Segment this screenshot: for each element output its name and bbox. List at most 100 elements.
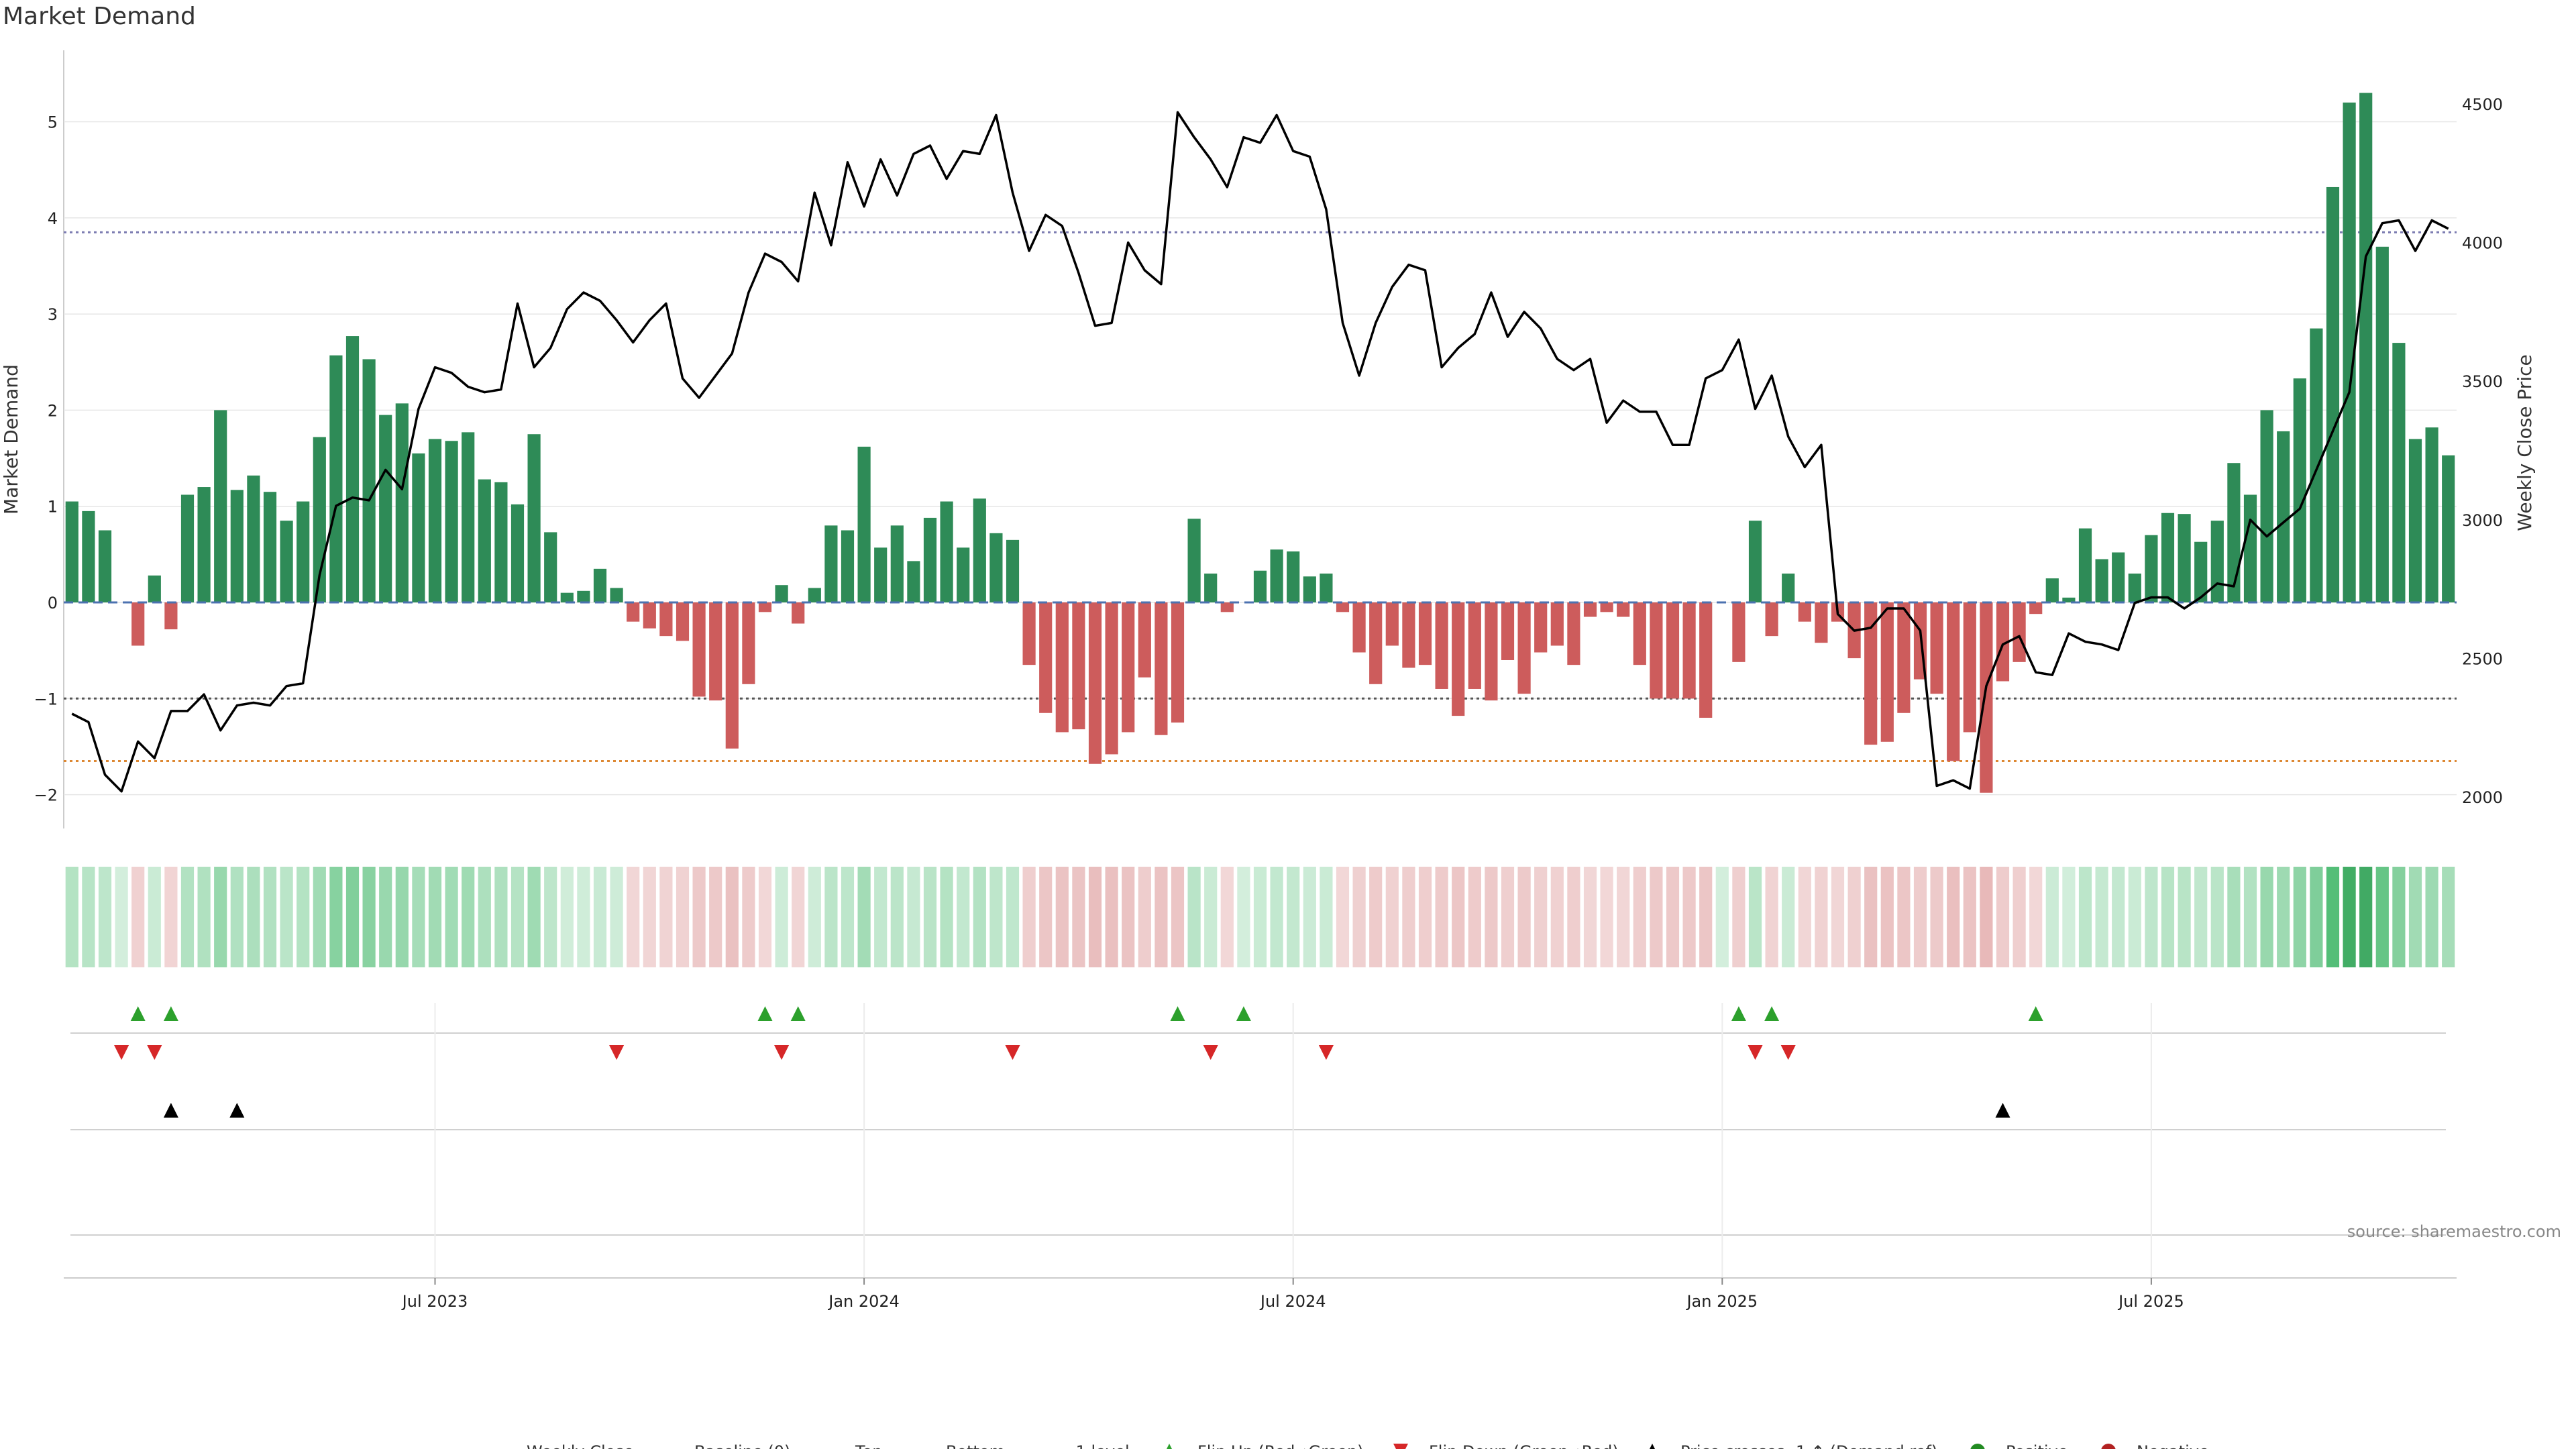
heat-cell [1831, 867, 1845, 967]
heat-cell [1930, 867, 1943, 967]
heat-cell [560, 867, 574, 967]
demand-bar [197, 487, 211, 602]
heat-cell [593, 867, 607, 967]
heat-cell [511, 867, 525, 967]
heat-cell [643, 867, 656, 967]
demand-bar [1600, 602, 1613, 612]
heat-cell [1320, 867, 1333, 967]
right-tick-label: 3500 [2462, 372, 2503, 391]
demand-bar [329, 355, 343, 602]
heat-cell [1765, 867, 1778, 967]
heat-cell [627, 867, 640, 967]
demand-bar [2078, 528, 2092, 602]
legend-swatch [1393, 1444, 1408, 1449]
heat-cell [345, 867, 360, 967]
demand-bar [808, 588, 821, 602]
demand-bar [263, 492, 277, 602]
demand-bar [345, 336, 360, 602]
heat-cell [577, 867, 590, 967]
demand-bar [1122, 602, 1135, 733]
heat-cell [957, 867, 970, 967]
demand-bar [1880, 602, 1894, 742]
legend-label: Bottom [946, 1442, 1005, 1449]
left-tick-label: −1 [34, 690, 58, 708]
legend-label: Negative [2137, 1442, 2209, 1449]
legend-label: -1 level [1070, 1442, 1130, 1449]
heat-cell [1336, 867, 1350, 967]
demand-bar [1534, 602, 1548, 653]
demand-bar [462, 432, 475, 602]
heat-cell [775, 867, 788, 967]
heat-cell [2442, 867, 2455, 967]
heat-cell [1485, 867, 1498, 967]
heat-cell [610, 867, 623, 967]
source-note: source: sharemaestro.com [2347, 1222, 2561, 1241]
heat-cell [2277, 867, 2290, 967]
demand-bar [643, 602, 656, 629]
demand-bar [1897, 602, 1911, 713]
demand-bar [2343, 102, 2356, 603]
heat-cell [2161, 867, 2175, 967]
right-tick-label: 3000 [2462, 511, 2503, 530]
price-cross-marker [1995, 1103, 2010, 1118]
demand-bar [725, 602, 739, 749]
demand-bar [1468, 602, 1481, 689]
heat-cell [973, 867, 986, 967]
demand-bar [989, 533, 1003, 602]
demand-bar [1253, 570, 1267, 602]
heat-cell [1617, 867, 1630, 967]
flip-up-marker [1764, 1006, 1780, 1021]
demand-bar [1336, 602, 1350, 612]
heat-cell [1534, 867, 1548, 967]
right-tick-label: 4500 [2462, 95, 2503, 114]
demand-bar [2310, 328, 2323, 602]
demand-bar [923, 517, 937, 602]
demand-bar [874, 547, 888, 602]
legend-swatch [2101, 1444, 2116, 1449]
demand-bar [1402, 602, 1415, 668]
flip-up-marker [163, 1006, 178, 1021]
heat-cell [841, 867, 855, 967]
legend-label: Price crosses -1 ↑ (Demand ref) [1680, 1442, 1937, 1449]
heat-cell [297, 867, 310, 967]
heat-cell [2293, 867, 2306, 967]
demand-bar [412, 453, 425, 602]
demand-bar [841, 530, 855, 602]
demand-bar [890, 525, 904, 602]
flip-down-marker [1005, 1045, 1020, 1060]
heat-cell [1369, 867, 1383, 967]
demand-bar [395, 403, 409, 602]
demand-bar [1270, 549, 1283, 602]
heat-cell [1072, 867, 1085, 967]
demand-bar [940, 501, 953, 602]
heat-cell [2078, 867, 2092, 967]
heat-cell [1039, 867, 1053, 967]
heat-cell [1270, 867, 1283, 967]
heat-cell [676, 867, 690, 967]
demand-bar [1006, 539, 1020, 602]
flip-down-marker [114, 1045, 129, 1060]
heat-cell [1782, 867, 1795, 967]
heat-cell [742, 867, 755, 967]
heat-cell [1105, 867, 1118, 967]
heat-cell [428, 867, 442, 967]
demand-bar [2145, 535, 2158, 602]
heat-cell [2128, 867, 2141, 967]
legend-label: Weekly Close [527, 1442, 634, 1449]
heat-cell [1303, 867, 1316, 967]
legend-swatch [1650, 1444, 1655, 1449]
flip-down-marker [1780, 1045, 1796, 1060]
demand-bar [1567, 602, 1580, 665]
demand-bar [2045, 578, 2059, 602]
left-tick-label: 3 [48, 305, 58, 324]
demand-bar [1039, 602, 1053, 713]
heat-cell [115, 867, 128, 967]
heat-cell [2045, 867, 2059, 967]
demand-bar [2293, 378, 2306, 602]
legend-label: Flip Down (Green→Red) [1429, 1442, 1619, 1449]
heat-cell [2375, 867, 2389, 967]
demand-bar [214, 410, 227, 602]
heat-cell [1237, 867, 1250, 967]
x-tick-label: Jul 2023 [401, 1292, 468, 1311]
heat-cell [1963, 867, 1976, 967]
